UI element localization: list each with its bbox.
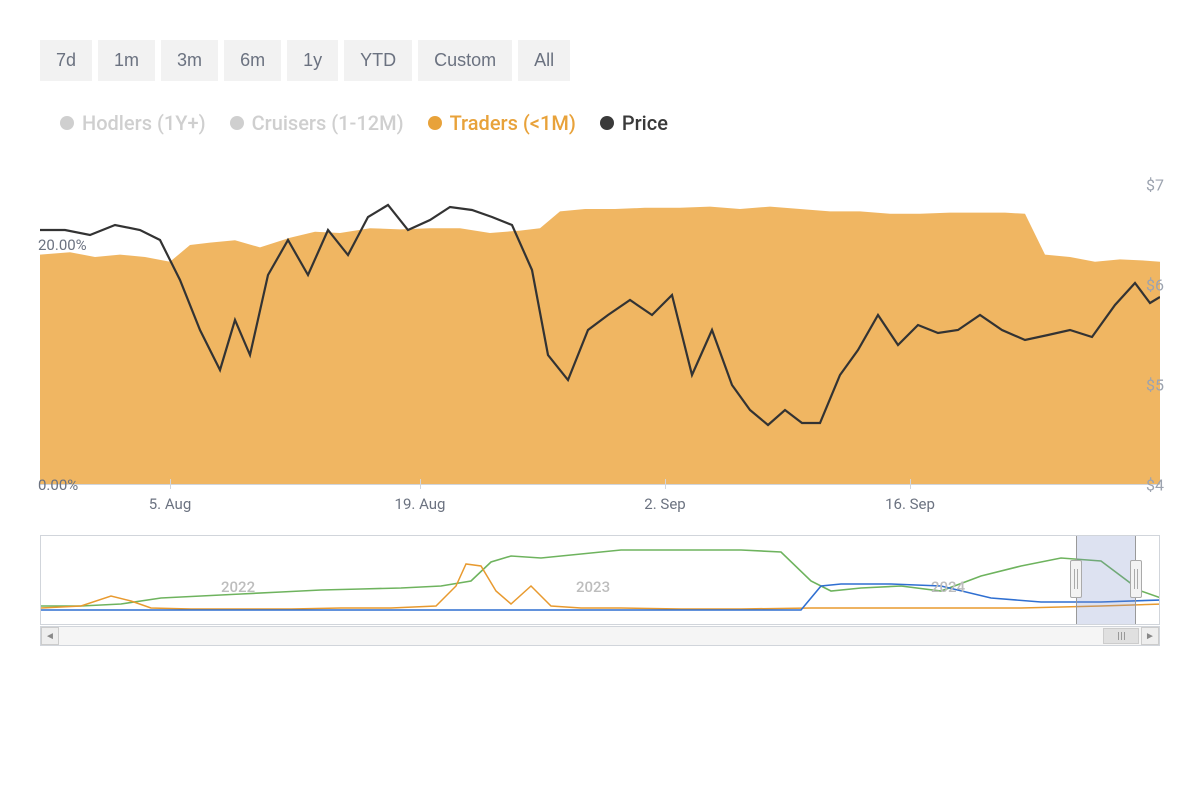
- y-left-tick: 20.00%: [38, 236, 87, 254]
- scroll-thumb[interactable]: [1103, 628, 1139, 644]
- legend-traders[interactable]: Traders (<1M): [428, 111, 576, 135]
- x-tick-label: 19. Aug: [395, 495, 446, 513]
- legend-marker-icon: [230, 116, 244, 130]
- y-right-tick: $7: [1146, 176, 1164, 195]
- legend-traders-label: Traders (<1M): [450, 111, 576, 135]
- legend-price[interactable]: Price: [600, 111, 668, 135]
- range-6m[interactable]: 6m: [224, 40, 281, 81]
- chart-canvas: [40, 185, 1160, 485]
- range-1y[interactable]: 1y: [287, 40, 338, 81]
- chart-navigator[interactable]: 202220232024 ◄ ►: [40, 535, 1160, 625]
- scroll-left-button[interactable]: ◄: [41, 627, 59, 645]
- navigator-scrollbar: ◄ ►: [40, 626, 1160, 646]
- x-tick-label: 5. Aug: [149, 495, 192, 513]
- navigator-selection[interactable]: [1076, 536, 1136, 624]
- scroll-right-button[interactable]: ►: [1141, 627, 1159, 645]
- legend-cruisers-label: Cruisers (1-12M): [252, 111, 404, 135]
- range-ytd[interactable]: YTD: [344, 40, 412, 81]
- legend-marker-icon: [600, 116, 614, 130]
- legend-hodlers[interactable]: Hodlers (1Y+): [60, 111, 206, 135]
- legend-hodlers-label: Hodlers (1Y+): [82, 111, 206, 135]
- range-all[interactable]: All: [518, 40, 570, 81]
- range-3m[interactable]: 3m: [161, 40, 218, 81]
- y-left-tick: 0.00%: [38, 476, 78, 494]
- range-7d[interactable]: 7d: [40, 40, 92, 81]
- navigator-year-label: 2024: [931, 578, 965, 596]
- chart-legend: Hodlers (1Y+) Cruisers (1-12M) Traders (…: [40, 111, 1160, 135]
- legend-marker-icon: [428, 116, 442, 130]
- x-tick-label: 2. Sep: [644, 495, 685, 513]
- legend-price-label: Price: [622, 111, 668, 135]
- main-chart[interactable]: IntoTheBlock 0.00%20.00% $4$5$6$7 5. Aug…: [40, 185, 1160, 485]
- y-right-tick: $5: [1146, 376, 1164, 395]
- navigator-handle-left[interactable]: [1070, 560, 1082, 598]
- navigator-handle-right[interactable]: [1130, 560, 1142, 598]
- y-right-tick: $4: [1146, 476, 1164, 495]
- time-range-selector: 7d 1m 3m 6m 1y YTD Custom All: [40, 40, 1160, 81]
- legend-cruisers[interactable]: Cruisers (1-12M): [230, 111, 404, 135]
- legend-marker-icon: [60, 116, 74, 130]
- navigator-year-label: 2022: [221, 578, 255, 596]
- x-tick-label: 16. Sep: [885, 495, 935, 513]
- range-1m[interactable]: 1m: [98, 40, 155, 81]
- range-custom[interactable]: Custom: [418, 40, 512, 81]
- navigator-year-label: 2023: [576, 578, 610, 596]
- y-right-tick: $6: [1146, 276, 1164, 295]
